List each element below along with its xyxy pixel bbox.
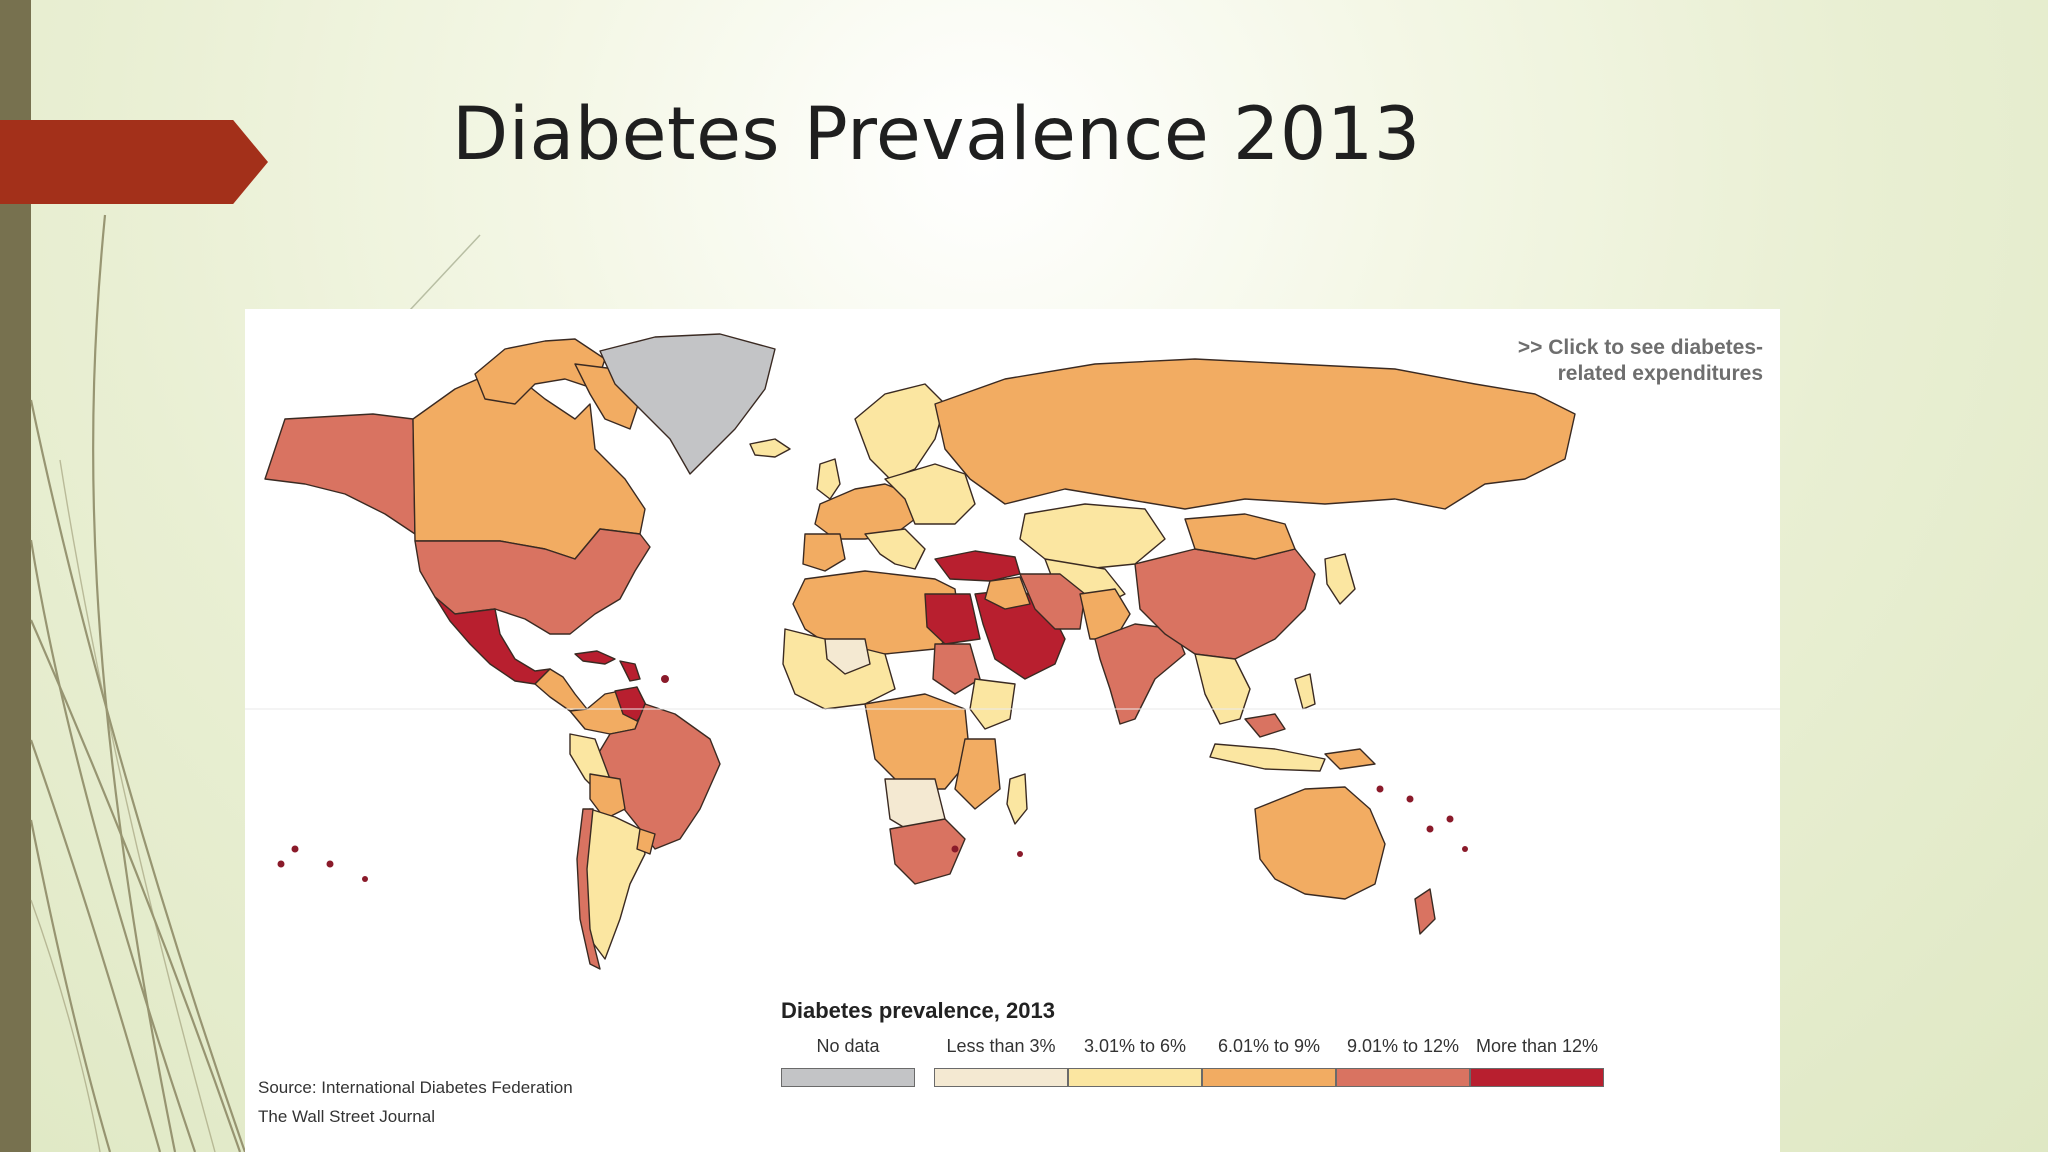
region-philippines[interactable] bbox=[1294, 673, 1316, 710]
region-iceland[interactable] bbox=[749, 438, 791, 458]
region-korea-japan[interactable] bbox=[1324, 553, 1356, 605]
legend-label-3-to-6: 3.01% to 6% bbox=[1083, 1036, 1187, 1056]
legend-swatch-9-to-12 bbox=[1336, 1068, 1470, 1087]
legend-swatch-less-than-3 bbox=[934, 1068, 1068, 1087]
expenditures-link-line2[interactable]: related expenditures bbox=[1557, 362, 1763, 385]
region-eastern-europe[interactable] bbox=[884, 463, 976, 525]
region-uk[interactable] bbox=[816, 458, 841, 500]
region-egypt[interactable] bbox=[924, 593, 981, 645]
island-markers bbox=[277, 675, 1468, 882]
legend-swatch-6-to-9 bbox=[1202, 1068, 1336, 1087]
decorative-curves bbox=[29, 214, 247, 1152]
region-indonesia[interactable] bbox=[1209, 743, 1326, 772]
region-horn-of-africa[interactable] bbox=[969, 678, 1016, 730]
region-uruguay[interactable] bbox=[636, 828, 656, 855]
region-sudan[interactable] bbox=[932, 643, 981, 695]
region-greenland[interactable] bbox=[599, 333, 776, 475]
region-sahel[interactable] bbox=[824, 638, 871, 675]
legend-label-6-to-9: 6.01% to 9% bbox=[1217, 1036, 1321, 1056]
region-malaysia[interactable] bbox=[1244, 713, 1286, 738]
region-turkey[interactable] bbox=[934, 550, 1021, 582]
legend-label-more-than-12: More than 12% bbox=[1475, 1036, 1599, 1056]
map-legend: Diabetes prevalence, 2013 No data Less t… bbox=[781, 998, 1651, 1098]
region-kazakhstan[interactable] bbox=[1019, 503, 1166, 570]
slide-title: Diabetes Prevalence 2013 bbox=[452, 92, 1421, 177]
legend-label-less-than-3: Less than 3% bbox=[946, 1036, 1056, 1056]
region-south-africa[interactable] bbox=[889, 818, 966, 885]
legend-swatch-3-to-6 bbox=[1068, 1068, 1202, 1087]
region-papua[interactable] bbox=[1324, 748, 1376, 770]
region-western-europe[interactable] bbox=[814, 483, 916, 540]
world-choropleth-map[interactable] bbox=[245, 309, 1780, 1152]
region-scandinavia[interactable] bbox=[854, 383, 946, 480]
expenditures-link-line1[interactable]: >> Click to see diabetes- bbox=[1517, 336, 1763, 359]
region-alaska[interactable] bbox=[264, 413, 416, 535]
legend-swatch-no-data bbox=[781, 1068, 915, 1087]
region-mongolia[interactable] bbox=[1184, 513, 1296, 560]
decorative-line bbox=[409, 234, 481, 311]
title-arrow-marker bbox=[0, 120, 268, 204]
legend-swatch-more-than-12 bbox=[1470, 1068, 1604, 1087]
region-southeast-asia[interactable] bbox=[1194, 653, 1251, 725]
legend-label-no-data: No data bbox=[816, 1036, 880, 1056]
region-bolivia[interactable] bbox=[589, 773, 626, 820]
region-iran[interactable] bbox=[1019, 573, 1086, 630]
region-italy-balkans[interactable] bbox=[864, 528, 926, 570]
region-new-zealand[interactable] bbox=[1414, 888, 1436, 935]
region-australia[interactable] bbox=[1254, 786, 1386, 900]
region-russia[interactable] bbox=[934, 358, 1576, 510]
region-caribbean-east[interactable] bbox=[619, 660, 641, 682]
source-credit: Source: International Diabetes Federatio… bbox=[258, 1073, 573, 1131]
region-india[interactable] bbox=[1094, 623, 1186, 725]
expenditures-link[interactable]: >> Click to see diabetes- related expend… bbox=[1518, 335, 1763, 387]
legend-title: Diabetes prevalence, 2013 bbox=[781, 998, 1055, 1023]
region-iraq-syria[interactable] bbox=[984, 576, 1031, 610]
region-chile[interactable] bbox=[576, 808, 601, 970]
region-central-america[interactable] bbox=[534, 668, 588, 712]
source-line-2: The Wall Street Journal bbox=[258, 1107, 435, 1126]
region-madagascar[interactable] bbox=[1006, 773, 1028, 825]
region-pakistan-afghanistan[interactable] bbox=[1079, 588, 1131, 640]
region-iberia[interactable] bbox=[802, 533, 846, 572]
world-map-panel: >> Click to see diabetes- related expend… bbox=[245, 309, 1780, 1152]
source-line-1: Source: International Diabetes Federatio… bbox=[258, 1078, 573, 1097]
region-central-africa[interactable] bbox=[864, 693, 971, 790]
legend-label-9-to-12: 9.01% to 12% bbox=[1346, 1036, 1460, 1056]
region-east-africa[interactable] bbox=[954, 738, 1001, 810]
region-caribbean[interactable] bbox=[574, 650, 616, 665]
